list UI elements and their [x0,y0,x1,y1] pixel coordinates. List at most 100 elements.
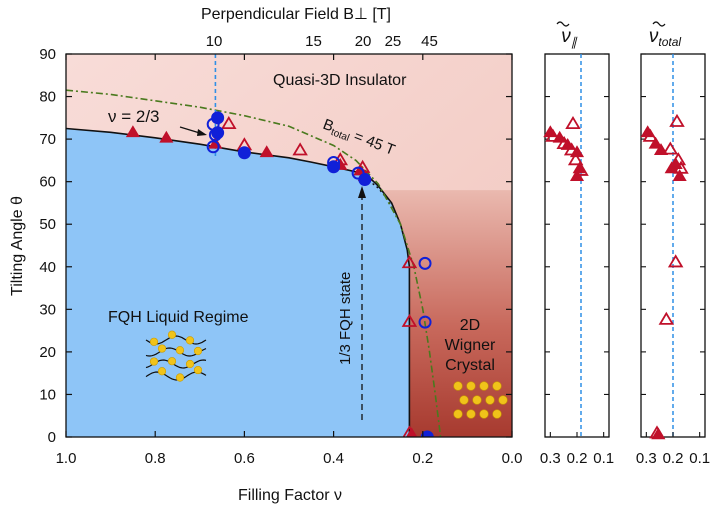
panel-1-point-0-2 [653,143,669,156]
crystal-dot-2-0 [453,409,463,419]
liquid-dot-3-1 [175,373,185,382]
crystal-dot-2-2 [479,409,489,419]
panel-1-point-1-4 [673,160,689,174]
panel-1-tilde [652,21,666,27]
crystal-dot-0-3 [492,381,502,391]
y-axis-label: Tilting Angle θ [9,196,26,296]
main-point-2-2 [237,146,251,160]
crystal-label-2: Wigner [445,337,496,354]
main-point-1-6 [401,313,418,327]
panel-0-xtick-label-0: 0.3 [540,450,561,467]
crystal-dot-2-3 [492,409,502,419]
panel-1-point-1-7 [649,425,665,439]
main-plot-regions [66,54,512,437]
top-tick-label-0: 10 [206,33,223,50]
liquid-dot-0-2 [185,336,195,345]
panel-1-point-1-3 [670,152,687,166]
panel-1-point-1-6 [658,311,675,325]
liquid-dot-3-0 [157,367,167,376]
crystal-dot-0-0 [453,381,463,391]
nu-2-3-arrowhead [197,129,207,136]
main-point-1-5 [401,255,418,269]
liquid-dot-0-0 [149,337,159,346]
panel-0-title-sub: ∥ [571,35,578,49]
panel-0-point-1-3 [567,152,584,166]
panel-1-point-0-6 [664,161,679,174]
panel-1-xtick-label-1: 0.2 [663,450,684,467]
main-point-2-4 [358,173,372,187]
liquid-wavy-illustration [145,330,207,382]
fqh-state-arrowhead [358,186,366,198]
panel-0-point-1-2 [563,142,580,156]
fqh-state-label: 1/3 FQH state [337,272,354,365]
crystal-dot-1-0 [459,395,469,405]
crystal-dot-illustration [453,381,508,419]
panel-nu-parallel: 0.3 0.2 0.1 ν∥ [540,21,614,467]
x-tick-label-5: 0.0 [502,450,523,467]
crystal-label-3: Crystal [445,357,495,374]
panel-1-point-0-4 [672,169,687,181]
liquid-dot-2-0 [149,357,159,366]
main-point-3-2 [206,140,220,154]
main-point-3-4 [351,166,365,180]
main-point-1-7 [402,425,417,437]
crystal-dot-0-1 [466,381,476,391]
crystal-dot-0-2 [479,381,489,391]
panel-0-xtick-label-1: 0.2 [567,450,588,467]
main-data-points [125,111,434,437]
crystal-dot-1-3 [498,395,508,405]
top-axis-label: Perpendicular Field B⊥ [T] [201,6,391,23]
main-point-3-6 [418,315,432,329]
top-tick-label-4: 45 [421,33,438,50]
x-tick-label-4: 0.2 [412,450,433,467]
y-tick-label-1: 10 [39,386,56,403]
main-point-3-5 [418,256,432,270]
crystal-label-1: 2D [460,317,480,334]
y-tick-label-0: 0 [48,429,56,446]
y-tick-label-8: 80 [39,89,56,106]
panel-1-title-symbol: ν [649,26,659,47]
liquid-dot-3-2 [193,365,203,375]
y-axis-label-group: Tilting Angle θ [9,196,26,296]
panel-1-title: νtotal [649,26,682,49]
main-point-3-1 [208,128,222,142]
nu-2-3-label: ν = 2/3 [108,107,160,126]
main-point-0-1 [159,130,174,143]
panel-1-point-0-1 [648,136,663,149]
liquid-dot-1-2 [193,346,203,356]
panel-0-point-1-5 [556,135,572,150]
panel-1-point-1-0 [642,128,659,142]
main-point-2-3 [327,160,341,174]
y-tick-label-4: 40 [39,259,56,276]
quasi-3d-insulator-label: Quasi-3D Insulator [273,72,407,89]
y-tick-label-3: 30 [39,301,56,318]
x-tick-label-0: 1.0 [56,450,77,467]
x-tick-label-3: 0.4 [323,450,344,467]
panel-1-point-1-2 [662,141,679,155]
main-point-1-2 [292,142,308,156]
panel-0-tilde [556,21,570,27]
y-tick-label-2: 20 [39,344,56,361]
y-tick-label-9: 90 [39,46,56,63]
crystal-dot-2-1 [466,409,476,419]
crystal-dot-1-2 [485,395,495,405]
liquid-dot-2-1 [167,357,177,366]
fqh-liquid-label: FQH Liquid Regime [108,309,249,326]
panel-1-point-1-5 [667,254,684,268]
liquid-dot-0-1 [167,330,177,339]
fqh-state-label-group: 1/3 FQH state [337,272,354,365]
main-point-3-3 [327,156,341,170]
panel-0-xtick-label-2: 0.1 [593,450,614,467]
main-point-1-0 [221,115,237,130]
top-axis-label-text: Perpendicular Field B⊥ [T] [201,6,391,23]
panel-0-title-symbol: ν [561,26,571,47]
x-axis-label: Filling Factor ν [238,487,342,504]
panel-0-point-1-4 [573,162,589,176]
x-tick-label-2: 0.6 [234,450,255,467]
panel-0-point-1-1 [565,115,581,130]
top-tick-label-2: 20 [355,33,372,50]
y-tick-label-5: 50 [39,216,56,233]
top-tick-label-3: 25 [385,33,402,50]
panel-0-title: ν∥ [561,26,578,49]
